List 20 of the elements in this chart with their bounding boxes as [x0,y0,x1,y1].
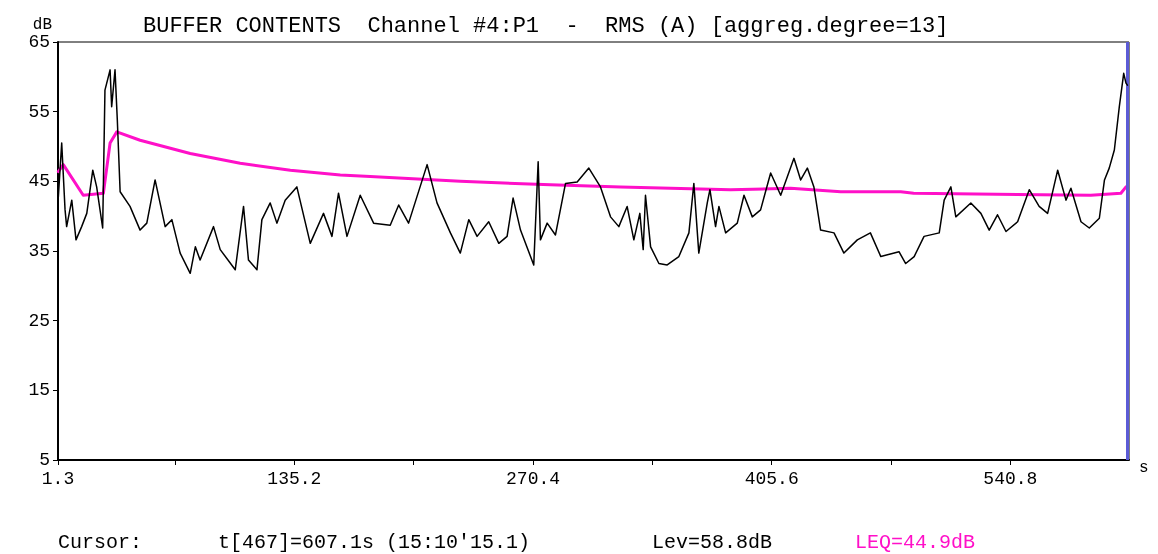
y-axis-title: dB [32,16,52,35]
x-tick-label: 1.3 [41,469,75,489]
y-tick-label: 5 [39,450,50,470]
text: Cursor: [58,530,143,554]
text: LEQ=44.9dB [855,530,976,554]
y-tick-label: 35 [28,241,50,261]
text: Lev=58.8dB [652,530,773,554]
x-tick-label: 270.4 [506,469,561,489]
x-tick-label: 405.6 [744,469,799,489]
line-series [56,130,1128,197]
x-axis-title: s [1139,459,1149,477]
y-tick-label: 15 [28,380,50,401]
y-tick-label: 25 [28,310,50,331]
y-tick-label: 45 [28,171,50,192]
y-tick-label: 55 [28,101,50,122]
text: t[467]=607.1s (15:10'15.1) [218,530,531,554]
x-tick-label: 540.8 [983,469,1038,489]
chart-title: BUFFER CONTENTS Channel #4:P1 - RMS (A) [aggreg.degree=13] [143,13,949,39]
x-tick-label: 135.2 [267,469,322,489]
y-tick-label: 65 [28,32,50,52]
